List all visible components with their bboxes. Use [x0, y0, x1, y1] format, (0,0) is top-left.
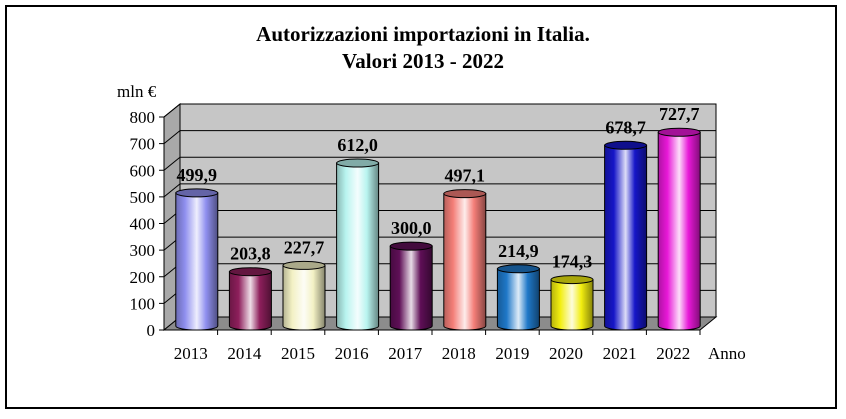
bar-top: [389, 241, 433, 251]
bar: [496, 264, 540, 331]
bar-body: [550, 279, 594, 331]
data-label: 227,7: [284, 237, 325, 257]
bars: [175, 127, 701, 331]
bar-body: [336, 162, 380, 331]
bar: [228, 267, 272, 331]
data-label: 203,8: [230, 244, 271, 264]
x-tick-label: 2016: [335, 344, 369, 363]
bar-body: [228, 271, 272, 331]
data-label: 214,9: [498, 241, 539, 261]
bar: [282, 260, 326, 331]
chart-subtitle: Valori 2013 - 2022: [342, 49, 504, 73]
bar-body: [496, 268, 540, 331]
x-tick-label: 2014: [227, 344, 262, 363]
x-tick-label: 2022: [656, 344, 690, 363]
x-tick-label: 2018: [442, 344, 476, 363]
bar-body: [443, 193, 487, 331]
y-tick-label: 200: [130, 268, 156, 287]
bar-top: [228, 267, 272, 277]
bar-body: [604, 144, 648, 331]
y-tick-label: 800: [130, 108, 156, 127]
chart-title: Autorizzazioni importazioni in Italia.: [256, 22, 590, 46]
y-tick-label: 0: [147, 321, 156, 340]
bar: [604, 140, 648, 331]
gridline: [163, 156, 716, 171]
x-tick-label: 2019: [495, 344, 529, 363]
bar: [550, 275, 594, 331]
bar-top: [175, 188, 219, 198]
x-tick-label: 2017: [388, 344, 423, 363]
y-tick-label: 500: [130, 188, 156, 207]
x-tick-label: 2015: [281, 344, 315, 363]
bar-top: [496, 264, 540, 274]
data-label: 497,1: [445, 166, 486, 186]
bar-top: [336, 158, 380, 168]
bar-top: [443, 189, 487, 199]
data-label: 727,7: [659, 104, 700, 124]
labels: 0 100 200 300 400 500 600 700 800 mln € Anno 499,9 2…: [117, 82, 746, 363]
x-axis-label: Anno: [708, 344, 746, 363]
bar: [175, 188, 219, 331]
x-tick-label: 2020: [549, 344, 583, 363]
bar-top: [282, 260, 326, 270]
y-tick-label: 700: [130, 135, 156, 154]
y-tick-label: 400: [130, 215, 156, 234]
bar-top: [657, 127, 701, 137]
y-tick-label: 300: [130, 241, 156, 260]
gridline: [163, 103, 716, 118]
bar-body: [282, 264, 326, 331]
bar: [443, 189, 487, 331]
gridline: [163, 130, 716, 145]
bar: [336, 158, 380, 331]
x-tick-label: 2013: [174, 344, 208, 363]
data-label: 499,9: [177, 165, 218, 185]
gridline: [163, 183, 716, 198]
bar-top: [604, 140, 648, 150]
bar-body: [389, 245, 433, 331]
data-label: 678,7: [605, 117, 646, 137]
y-tick-label: 600: [130, 161, 156, 180]
bar-top: [550, 275, 594, 285]
bar-body: [175, 192, 219, 331]
bar-body: [657, 131, 701, 331]
data-label: 174,3: [552, 252, 593, 272]
x-tick-label: 2021: [603, 344, 637, 363]
y-tick-label: 100: [130, 294, 156, 313]
data-label: 612,0: [337, 135, 378, 155]
y-axis-label: mln €: [117, 82, 157, 101]
data-label: 300,0: [391, 218, 432, 238]
bar: [657, 127, 701, 331]
bar: [389, 241, 433, 331]
